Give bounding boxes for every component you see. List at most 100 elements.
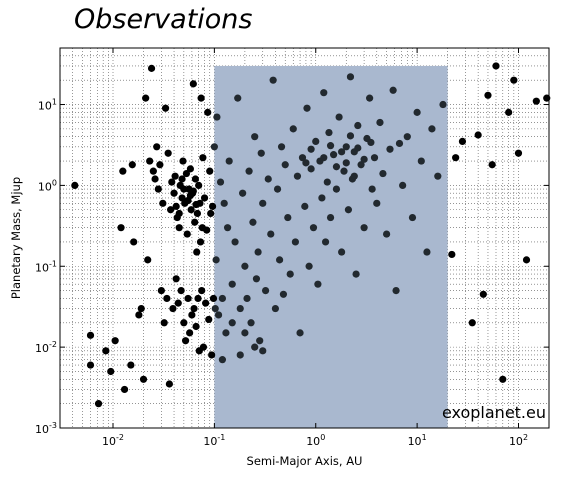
data-point bbox=[211, 304, 219, 313]
data-point bbox=[245, 167, 253, 175]
data-point bbox=[346, 132, 355, 140]
data-point bbox=[139, 375, 148, 383]
data-point bbox=[170, 189, 178, 197]
data-point bbox=[291, 238, 300, 246]
data-point bbox=[373, 199, 381, 207]
data-point bbox=[251, 343, 259, 351]
data-point bbox=[338, 248, 346, 256]
data-point bbox=[247, 319, 255, 327]
data-point bbox=[189, 80, 197, 88]
data-point bbox=[408, 213, 417, 222]
data-point bbox=[346, 73, 355, 81]
data-point bbox=[180, 185, 188, 193]
data-point bbox=[203, 226, 211, 234]
data-point bbox=[178, 194, 186, 202]
data-point bbox=[223, 224, 232, 232]
data-point bbox=[342, 159, 350, 167]
data-point bbox=[231, 238, 239, 246]
data-point bbox=[368, 185, 376, 193]
data-point bbox=[267, 230, 275, 238]
data-point bbox=[208, 351, 216, 359]
y-axis-ticks: 10-3 10-2 10-1 100 101 bbox=[35, 98, 549, 436]
data-point bbox=[452, 154, 460, 162]
tick-label: 10-1 bbox=[35, 259, 57, 274]
data-point bbox=[130, 238, 138, 246]
data-point bbox=[382, 230, 391, 238]
data-point bbox=[413, 108, 421, 116]
data-point bbox=[153, 143, 161, 151]
data-point bbox=[499, 375, 507, 383]
data-point bbox=[209, 294, 218, 303]
data-point bbox=[332, 185, 341, 193]
data-point bbox=[146, 157, 154, 165]
data-point bbox=[192, 200, 200, 209]
data-point bbox=[168, 178, 176, 186]
data-point bbox=[439, 100, 447, 109]
data-point bbox=[479, 290, 487, 298]
data-point bbox=[423, 248, 431, 256]
data-point bbox=[205, 315, 213, 324]
data-point bbox=[318, 194, 326, 202]
data-point bbox=[474, 131, 482, 139]
data-point bbox=[190, 304, 198, 313]
data-point bbox=[488, 161, 496, 169]
data-point bbox=[342, 143, 350, 151]
data-point bbox=[117, 224, 125, 232]
data-point bbox=[187, 206, 195, 214]
data-point bbox=[434, 172, 442, 180]
data-point bbox=[199, 343, 208, 351]
data-point bbox=[286, 270, 294, 278]
data-point bbox=[179, 157, 187, 165]
data-point bbox=[180, 319, 188, 327]
data-point bbox=[234, 94, 242, 102]
data-point bbox=[191, 218, 199, 226]
data-point bbox=[314, 280, 322, 288]
data-point bbox=[236, 351, 244, 359]
data-point bbox=[144, 256, 152, 264]
data-point bbox=[186, 329, 194, 337]
x-axis-ticks: 10-2 10-1 100 101 102 bbox=[102, 48, 528, 448]
data-point bbox=[178, 175, 186, 183]
data-point bbox=[271, 304, 280, 313]
data-point bbox=[249, 218, 257, 226]
tick-label: 101 bbox=[408, 433, 427, 448]
data-point bbox=[94, 400, 103, 408]
data-point bbox=[301, 202, 309, 210]
data-point bbox=[366, 94, 374, 102]
data-point bbox=[428, 125, 436, 133]
data-point bbox=[137, 304, 145, 313]
data-point bbox=[159, 199, 167, 207]
data-point bbox=[323, 178, 331, 186]
data-point bbox=[210, 143, 218, 151]
data-point bbox=[241, 262, 249, 270]
data-point bbox=[206, 167, 214, 175]
data-point bbox=[239, 189, 247, 197]
data-point bbox=[71, 181, 79, 189]
data-point bbox=[175, 224, 183, 232]
data-point bbox=[281, 161, 289, 169]
data-point bbox=[135, 311, 143, 319]
data-point bbox=[218, 356, 227, 364]
data-point bbox=[204, 108, 212, 116]
data-point bbox=[417, 157, 425, 165]
data-point bbox=[403, 133, 411, 141]
data-point bbox=[360, 224, 368, 232]
data-point bbox=[379, 169, 387, 178]
data-point bbox=[142, 94, 150, 102]
data-point bbox=[200, 194, 209, 202]
data-point bbox=[111, 337, 119, 345]
data-point bbox=[151, 175, 159, 183]
data-point bbox=[326, 142, 335, 150]
data-point bbox=[344, 206, 353, 214]
y-axis-label: Planetary Mass, Mjup bbox=[9, 177, 23, 299]
tick-label: 10-2 bbox=[35, 340, 57, 355]
data-point bbox=[119, 167, 127, 175]
data-point bbox=[174, 299, 182, 307]
data-point bbox=[208, 202, 217, 210]
data-point bbox=[376, 118, 384, 127]
data-point bbox=[189, 187, 197, 195]
data-point bbox=[177, 287, 185, 295]
tick-label: 100 bbox=[38, 178, 57, 193]
data-point bbox=[303, 104, 311, 112]
data-point bbox=[296, 329, 304, 337]
